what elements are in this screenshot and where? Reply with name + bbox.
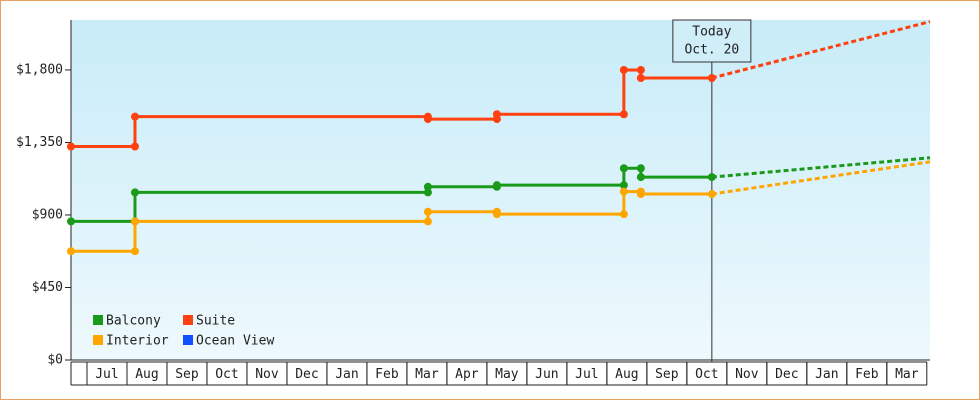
price-point <box>67 247 75 256</box>
price-point <box>619 164 628 173</box>
forecast-line <box>711 160 931 196</box>
forecast-line <box>711 156 931 179</box>
legend-label: Balcony <box>106 314 161 329</box>
forecast-line <box>711 20 931 80</box>
x-tick-label: Nov <box>735 367 759 382</box>
price-point <box>707 190 716 199</box>
x-tick-label: Jul <box>95 367 118 382</box>
legend-label: Interior <box>106 334 169 349</box>
price-point <box>619 65 628 74</box>
x-tick-label: Nov <box>255 367 279 382</box>
x-tick-label: Jun <box>535 367 558 382</box>
price-point <box>619 181 628 190</box>
legend-swatch <box>183 315 193 325</box>
price-point <box>619 110 628 119</box>
x-tick-label: Apr <box>455 367 479 382</box>
price-point <box>636 190 645 199</box>
price-point <box>707 74 716 83</box>
y-tick-label: $450 <box>32 280 63 295</box>
legend-label: Suite <box>196 314 235 329</box>
x-tick-label: Mar <box>895 367 919 382</box>
legend-swatch <box>183 335 193 345</box>
x-tick-label: Jul <box>575 367 598 382</box>
price-point <box>707 173 716 182</box>
price-point <box>130 188 139 197</box>
x-tick-label: Mar <box>415 367 439 382</box>
price-point <box>619 210 628 219</box>
x-tick-label: Aug <box>135 367 158 382</box>
legend-swatch <box>93 335 103 345</box>
today-box <box>672 19 752 63</box>
price-point <box>636 65 645 74</box>
y-tick-label: $1,800 <box>16 62 63 77</box>
x-tick-label: Oct <box>695 367 718 382</box>
x-tick-label: Sep <box>175 367 199 382</box>
x-tick-label: Oct <box>215 367 238 382</box>
price-point <box>423 115 432 124</box>
price-point <box>423 182 432 191</box>
y-tick-label: $1,350 <box>16 135 63 150</box>
today-label: Oct. 20 <box>684 43 739 58</box>
x-tick-label: Dec <box>295 367 318 382</box>
plot-area <box>71 20 930 360</box>
price-point <box>636 164 645 173</box>
price-point <box>636 74 645 83</box>
price-point <box>423 207 432 216</box>
legend-swatch <box>93 315 103 325</box>
price-point <box>130 112 139 121</box>
price-point <box>130 217 139 226</box>
price-point <box>423 188 432 197</box>
y-tick-label: $0 <box>47 353 63 368</box>
price-point <box>492 210 501 219</box>
x-tick-label: Feb <box>375 367 399 382</box>
price-point <box>423 217 432 226</box>
price-point <box>67 142 75 151</box>
x-tick-label: May <box>495 367 519 382</box>
today-label: Today <box>692 25 731 40</box>
price-point <box>130 247 139 256</box>
price-point <box>67 217 75 226</box>
y-tick-label: $900 <box>32 207 63 222</box>
price-point <box>492 110 501 119</box>
price-point <box>619 187 628 196</box>
x-tick-label: Jan <box>335 367 358 382</box>
x-tick-label: Sep <box>655 367 679 382</box>
legend-label: Ocean View <box>196 334 274 349</box>
x-tick-label: Aug <box>615 367 638 382</box>
x-tick-label: Dec <box>775 367 798 382</box>
x-tick-label: Feb <box>855 367 879 382</box>
x-tick-label: Jan <box>815 367 838 382</box>
price-point <box>636 173 645 182</box>
price-point <box>492 181 501 190</box>
price-point <box>130 142 139 151</box>
